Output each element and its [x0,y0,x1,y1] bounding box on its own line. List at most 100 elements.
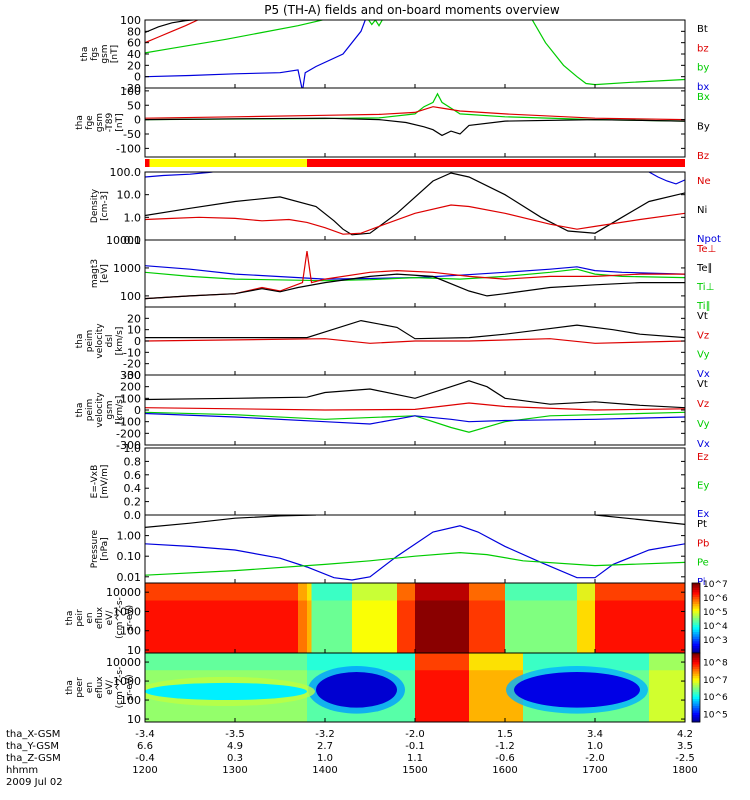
colorbar-cell [692,712,700,716]
y-tick-label: -200 [116,427,141,440]
colorbar-cell [692,613,700,617]
y-tick-label: 10 [127,644,141,657]
colorbar-cell [692,664,700,668]
legend-entry: Ne [697,176,711,187]
legend-entry: Ey [697,481,709,492]
x-row-value: -0.6 [495,753,515,764]
x-row-value: 3.4 [587,729,603,740]
y-tick-label: 1.00 [117,530,142,543]
y-tick-label: 20 [127,59,141,72]
y-axis-label: tha [65,680,75,695]
y-tick-label: -20 [123,82,141,95]
colorbar-cell [692,687,700,691]
x-row-value: 1400 [312,765,337,776]
y-tick-label: 0.0 [124,509,142,522]
colorbar-cell [692,662,700,665]
y-tick-label: 20 [127,312,141,325]
heatmap-band-top [415,653,469,671]
colorbar-tick-label: 10^7 [703,580,728,590]
y-axis-label: eV/ [105,610,115,626]
y-axis-label: [km/s] [115,327,125,356]
colorbar-cell [692,676,700,679]
y-axis-label: eflux [95,606,105,629]
y-axis-label: fgs [90,47,100,61]
legend-entry: bx [697,82,709,93]
x-row-value: 4.9 [227,741,243,752]
legend-entry: Vx [697,439,710,450]
y-tick-label: -30 [123,369,141,382]
colorbar-cell [692,629,700,633]
y-tick-label: -10 [123,346,141,359]
y-tick-label: 1000 [113,675,141,688]
heatmap-band-top [307,653,415,671]
colorbar-cell [692,625,700,628]
colorbar-cell [692,608,700,612]
series-line-black [145,117,685,137]
panel-frame [144,87,686,158]
y-axis-label: (cm^2-s- [115,597,125,639]
colorbar-cell [692,682,700,686]
y-tick-label: 0.8 [124,455,142,468]
series-line-green [145,20,326,54]
colorbar-cell [692,703,700,707]
panel-peer: 10^8 10^7 10^6 10^5 10000 1000 100 10 tha peer en e… [65,652,728,726]
y-axis-label: velocity [95,323,105,359]
y-tick-label: -100 [116,142,141,155]
y-tick-label: -20 [123,358,141,371]
colorbar-cell [692,590,700,593]
y-axis-label: velocity [95,392,105,428]
x-row-label: tha_X-GSM [6,729,60,740]
y-tick-label: -100 [116,416,141,429]
legend-entry: Te∥ [696,263,713,274]
y-axis-label: gsm [95,113,105,132]
y-axis-label: eflux [95,676,105,699]
colorbar-cell [692,705,700,709]
heatmap-band-top [352,583,397,601]
legend-entry: Vz [697,399,709,410]
series-line-blue [145,525,685,581]
legend-entry: Ni [697,205,707,216]
y-tick-label: 0.01 [117,571,142,584]
colorbar-cell [692,632,700,635]
legend-entry: Te⊥ [696,244,716,255]
colorbar-cell [692,641,700,645]
y-axis-label: tha [65,611,75,626]
series-line-black [145,319,685,340]
y-axis-label: peer [75,677,85,698]
colorbar-cell [692,620,700,624]
colorbar-cell [692,689,700,693]
colorbar-frame [691,652,701,723]
y-tick-label: 0.1 [124,234,142,247]
panel-content [145,20,685,88]
legend-entry: bz [697,43,709,54]
colorbar-cell [692,648,700,652]
series-line-red [145,338,685,344]
flag-segment [307,159,685,167]
x-row-value: 1200 [132,765,157,776]
x-row-value: -1.2 [495,741,515,752]
series-line-black [145,172,685,236]
colorbar-cell [692,657,700,661]
y-axis-label: Density [90,188,100,223]
legend-entry: Pe [697,558,709,569]
colorbar-cell [692,685,700,688]
y-tick-label: 10000 [106,586,141,599]
x-row-value: 6.6 [137,741,153,752]
legend-entry: Pi [697,577,706,588]
series-line-blue [145,412,685,425]
panel-content [145,172,685,236]
y-tick-label: 100 [120,14,141,27]
panel-frame [144,19,686,89]
colorbar-cell [692,583,700,586]
colorbar-cell [692,710,700,714]
panel-efield: Ez Ey Ex 1.00.80.60.40.20.0 E=-VxB [mV/m] [90,442,709,522]
colorbar-cell [692,639,700,642]
series-line-red [145,204,685,235]
y-axis-label: [nT] [110,45,120,63]
y-axis-label: fge [85,115,95,130]
colorbar-cell [692,666,700,670]
y-tick-label: 0.2 [124,496,142,509]
heatmap-band-top [307,583,312,601]
x-row-value: -3.5 [225,729,245,740]
heatmap-band-top [469,583,505,601]
